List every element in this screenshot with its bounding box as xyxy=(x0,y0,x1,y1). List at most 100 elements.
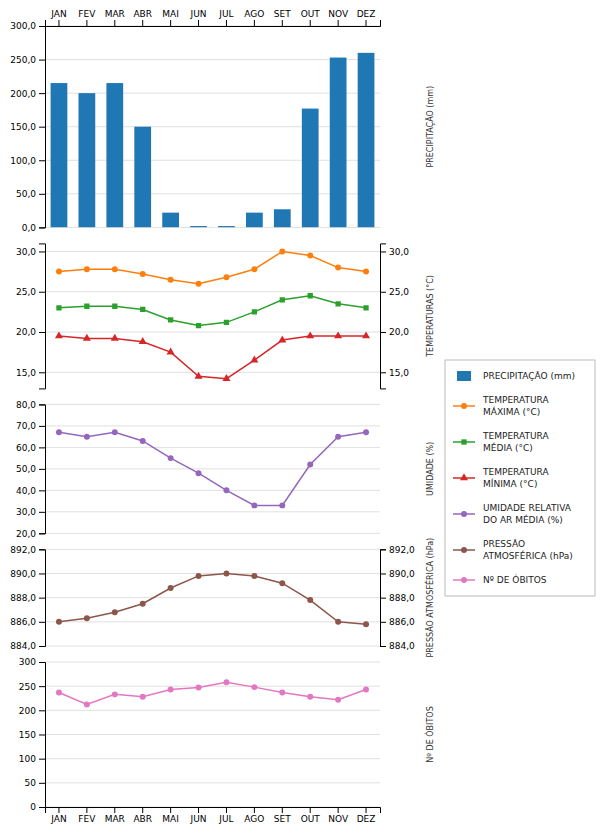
point xyxy=(307,597,313,603)
legend-item: TEMPERATURAMÍNIMA (°C) xyxy=(453,467,549,489)
legend-label: TEMPERATURAMÍNIMA (°C) xyxy=(482,467,549,489)
grid-line xyxy=(45,468,380,469)
tick-label: JUL xyxy=(218,814,233,824)
tick: MAR xyxy=(105,807,125,824)
tick: 890,0 xyxy=(10,569,45,579)
grid xyxy=(45,26,380,227)
point xyxy=(335,697,341,703)
grid-line xyxy=(45,447,380,448)
tick-mark xyxy=(39,127,45,128)
point xyxy=(112,266,118,272)
point xyxy=(168,317,173,322)
tick-mark xyxy=(226,807,227,813)
tick-mark xyxy=(58,20,59,26)
grid-line xyxy=(45,549,380,550)
tick-label: OUT xyxy=(301,814,321,824)
tick: 40,0 xyxy=(16,486,45,496)
tick-label: 100,0 xyxy=(10,156,36,166)
line-series xyxy=(56,293,368,328)
tick-mark xyxy=(366,20,367,26)
axis-line xyxy=(39,405,46,534)
tick: OUT xyxy=(301,9,321,26)
tick-mark xyxy=(39,251,45,252)
tick: 888,0 xyxy=(380,593,415,603)
point xyxy=(279,502,285,508)
tick-label: SET xyxy=(274,9,291,19)
tick: 50,0 xyxy=(16,189,45,199)
axis-title: PRESSÃO ATMOSFÉRICA (hPa) xyxy=(424,538,435,658)
tick-mark xyxy=(39,426,45,427)
tick-label: 0,0 xyxy=(22,223,37,233)
tick-mark xyxy=(39,332,45,333)
tick-label: 886,0 xyxy=(10,617,36,627)
point xyxy=(335,619,341,625)
legend: PRECIPITAÇÃO (mm)TEMPERATURAMÁXIMA (°C)T… xyxy=(445,360,595,596)
point xyxy=(112,691,118,697)
bar xyxy=(302,109,319,228)
axis-line xyxy=(39,662,46,807)
bar xyxy=(218,226,235,227)
tick-mark xyxy=(39,447,45,448)
y-axis: 20,030,040,050,060,070,080,0 xyxy=(16,400,46,539)
grid xyxy=(45,404,380,533)
tick: 300 xyxy=(19,657,45,667)
tick-mark xyxy=(39,662,45,663)
tick-label: SET xyxy=(274,814,291,824)
point xyxy=(140,601,146,607)
tick-label: 70,0 xyxy=(16,421,36,431)
line xyxy=(59,573,366,624)
tick-label: MAR xyxy=(105,814,125,824)
tick-label: 250,0 xyxy=(10,55,36,65)
tick-label: FEV xyxy=(78,9,96,19)
tick-label: MAI xyxy=(162,9,179,19)
tick-mark xyxy=(39,646,45,647)
tick: JUL xyxy=(218,807,233,824)
y-axis: 884,0886,0888,0890,0892,0 xyxy=(10,545,45,652)
point xyxy=(250,356,258,363)
point xyxy=(363,621,369,627)
tick: MAI xyxy=(162,9,179,26)
tick-mark xyxy=(39,26,45,27)
grid-line xyxy=(45,782,380,783)
axis-line xyxy=(46,20,381,27)
point xyxy=(140,271,146,277)
grid-line xyxy=(45,573,380,574)
chart: 0,050,0100,0150,0200,0250,0300,0JANFEVMA… xyxy=(0,0,609,833)
tick: NOV xyxy=(328,807,349,824)
marks xyxy=(56,429,369,508)
bar xyxy=(330,58,347,228)
grid-line xyxy=(45,511,380,512)
tick-label: 15,0 xyxy=(389,368,409,378)
legend-item: Nº DE ÓBITOS xyxy=(453,574,547,585)
tick-label: DEZ xyxy=(357,814,376,824)
tick-mark xyxy=(338,20,339,26)
tick: 0,0 xyxy=(22,223,45,233)
tick: 890,0 xyxy=(380,569,415,579)
bar xyxy=(51,83,68,227)
tick: 884,0 xyxy=(380,641,415,651)
tick: JUN xyxy=(190,807,207,824)
tick-label: OUT xyxy=(301,9,321,19)
tick-mark xyxy=(226,20,227,26)
tick: JUL xyxy=(218,9,233,26)
tick-mark xyxy=(86,807,87,813)
point xyxy=(168,277,174,283)
tick: 200,0 xyxy=(10,89,45,99)
tick: 892,0 xyxy=(10,545,45,555)
tick: FEV xyxy=(78,9,96,26)
tick-mark xyxy=(39,573,45,574)
marks xyxy=(51,53,375,228)
line-series xyxy=(56,570,369,627)
y2-axis: 884,0886,0888,0890,0892,0 xyxy=(380,545,415,652)
point xyxy=(196,573,202,579)
tick: 15,0 xyxy=(380,368,409,378)
tick: 80,0 xyxy=(16,400,45,410)
tick-label: 20,0 xyxy=(16,529,36,539)
tick-label: NOV xyxy=(328,814,349,824)
tick-label: 100 xyxy=(19,754,36,764)
tick: 50 xyxy=(25,778,45,788)
line-series xyxy=(56,679,369,707)
tick-mark xyxy=(338,807,339,813)
bar xyxy=(190,226,207,227)
tick-mark xyxy=(39,469,45,470)
